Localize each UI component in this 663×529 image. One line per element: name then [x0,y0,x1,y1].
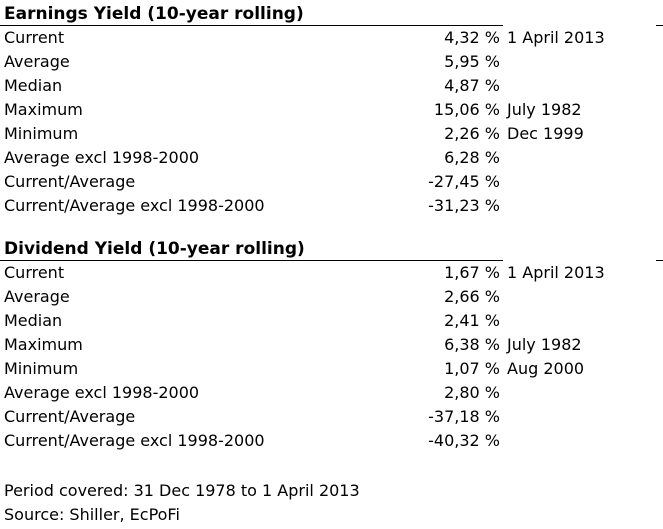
table-row: Current/Average excl 1998-2000 -31,23 % [0,194,663,218]
row-label: Average [4,52,70,71]
row-value: -31,23 % [428,196,500,215]
table-row: Maximum 6,38 % July 1982 [0,333,663,357]
row-value: 6,28 % [444,148,500,167]
row-label: Current/Average [4,172,136,191]
table-row: Current 4,32 % 1 April 2013 [0,26,663,50]
row-value: 2,26 % [444,124,500,143]
row-note: 1 April 2013 [507,263,605,282]
table-title: Earnings Yield (10-year rolling) [0,5,503,26]
table-row: Minimum 1,07 % Aug 2000 [0,357,663,381]
row-note [500,285,507,309]
row-note [500,146,507,170]
row-value: -40,32 % [428,431,500,450]
row-note [500,74,507,98]
row-note [500,405,507,429]
row-value: 15,06 % [433,100,500,119]
table-row: Current 1,67 % 1 April 2013 [0,261,663,285]
row-label: Current/Average [4,407,136,426]
row-note [500,50,507,74]
row-value: 4,32 % [444,28,500,47]
right-edge-rule [656,260,663,261]
table-row: Current/Average -37,18 % [0,405,663,429]
period-covered-line: Period covered: 31 Dec 1978 to 1 April 2… [4,481,360,500]
row-note [500,429,507,453]
row-value: 2,80 % [444,383,500,402]
table-row: Average 5,95 % [0,50,663,74]
row-note: Aug 2000 [507,359,585,378]
row-value: 1,67 % [444,263,500,282]
table-row: Median 4,87 % [0,74,663,98]
row-label: Average excl 1998-2000 [4,383,200,402]
row-note [500,381,507,405]
dividend-yield-table: Dividend Yield (10-year rolling) Current… [0,240,663,453]
row-value: 2,41 % [444,311,500,330]
table-row: Average excl 1998-2000 2,80 % [0,381,663,405]
row-value: 2,66 % [444,287,500,306]
row-label: Average [4,287,70,306]
table-row: Median 2,41 % [0,309,663,333]
table-row: Minimum 2,26 % Dec 1999 [0,122,663,146]
row-label: Maximum [4,335,83,354]
row-value: -37,18 % [428,407,500,426]
table-row: Current/Average excl 1998-2000 -40,32 % [0,429,663,453]
table-row: Average 2,66 % [0,285,663,309]
row-value: -27,45 % [428,172,500,191]
row-note: 1 April 2013 [507,28,605,47]
row-label: Maximum [4,100,83,119]
row-value: 4,87 % [444,76,500,95]
row-label: Median [4,311,63,330]
row-note: July 1982 [507,100,582,119]
table-row: Maximum 15,06 % July 1982 [0,98,663,122]
table-title: Dividend Yield (10-year rolling) [0,240,503,261]
row-note [500,309,507,333]
row-label: Current [4,263,65,282]
row-value: 6,38 % [444,335,500,354]
right-edge-rule [656,25,663,26]
row-label: Minimum [4,359,79,378]
report-footer: Period covered: 31 Dec 1978 to 1 April 2… [0,479,663,527]
row-note: Dec 1999 [507,124,584,143]
row-value: 5,95 % [444,52,500,71]
row-label: Median [4,76,63,95]
table-row: Current/Average -27,45 % [0,170,663,194]
row-label: Average excl 1998-2000 [4,148,200,167]
row-label: Current/Average excl 1998-2000 [4,196,265,215]
source-line: Source: Shiller, EcPoFi [4,505,180,524]
row-value: 1,07 % [444,359,500,378]
row-label: Current/Average excl 1998-2000 [4,431,265,450]
earnings-yield-table: Earnings Yield (10-year rolling) Current… [0,5,663,218]
row-note [500,170,507,194]
row-note: July 1982 [507,335,582,354]
row-label: Current [4,28,65,47]
table-row: Average excl 1998-2000 6,28 % [0,146,663,170]
row-note [500,194,507,218]
row-label: Minimum [4,124,79,143]
